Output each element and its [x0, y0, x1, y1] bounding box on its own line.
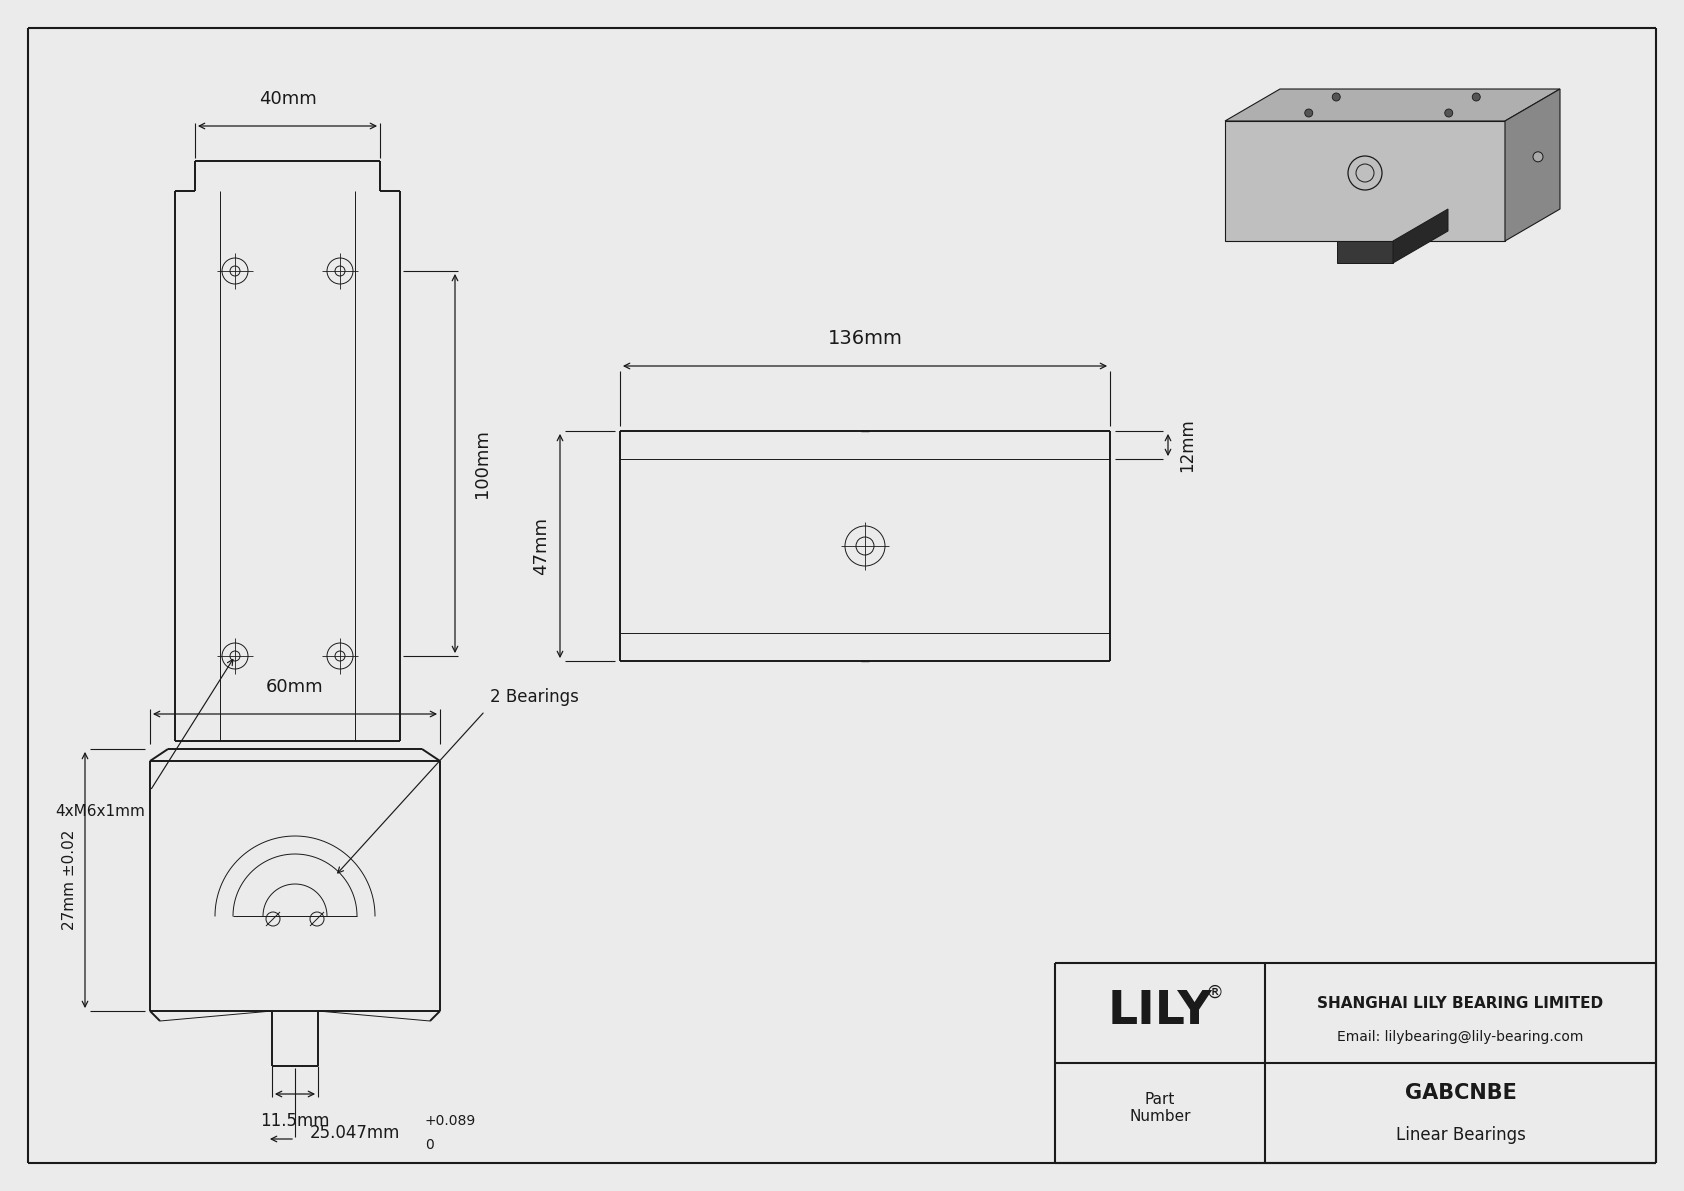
Text: 11.5mm: 11.5mm: [261, 1112, 330, 1130]
Circle shape: [1332, 93, 1340, 101]
Text: ®: ®: [1206, 984, 1224, 1002]
Circle shape: [1532, 151, 1543, 162]
Text: 60mm: 60mm: [266, 678, 323, 696]
Text: 25.047mm: 25.047mm: [310, 1124, 401, 1142]
Text: Part
Number: Part Number: [1130, 1092, 1191, 1124]
Polygon shape: [1337, 241, 1393, 263]
Text: 100mm: 100mm: [473, 429, 492, 498]
Text: 12mm: 12mm: [1179, 418, 1196, 472]
Text: 4xM6x1mm: 4xM6x1mm: [56, 804, 145, 818]
Text: 47mm: 47mm: [532, 517, 551, 575]
Polygon shape: [1505, 89, 1559, 241]
Text: Email: lilybearing@lily-bearing.com: Email: lilybearing@lily-bearing.com: [1337, 1030, 1583, 1045]
Text: 0: 0: [424, 1137, 434, 1152]
Polygon shape: [1224, 121, 1505, 241]
Text: 27mm ±0.02: 27mm ±0.02: [62, 830, 77, 930]
Text: GABCNBE: GABCNBE: [1404, 1083, 1516, 1103]
Polygon shape: [1224, 89, 1559, 121]
Text: LILY: LILY: [1108, 989, 1212, 1034]
Polygon shape: [1393, 208, 1448, 263]
Text: Linear Bearings: Linear Bearings: [1396, 1125, 1526, 1145]
Text: +0.089: +0.089: [424, 1114, 477, 1128]
Circle shape: [1445, 110, 1453, 117]
Circle shape: [1305, 110, 1314, 117]
Circle shape: [1472, 93, 1480, 101]
Text: 136mm: 136mm: [827, 329, 903, 348]
Text: 40mm: 40mm: [259, 91, 317, 108]
Text: SHANGHAI LILY BEARING LIMITED: SHANGHAI LILY BEARING LIMITED: [1317, 996, 1603, 1010]
Text: 2 Bearings: 2 Bearings: [490, 688, 579, 706]
